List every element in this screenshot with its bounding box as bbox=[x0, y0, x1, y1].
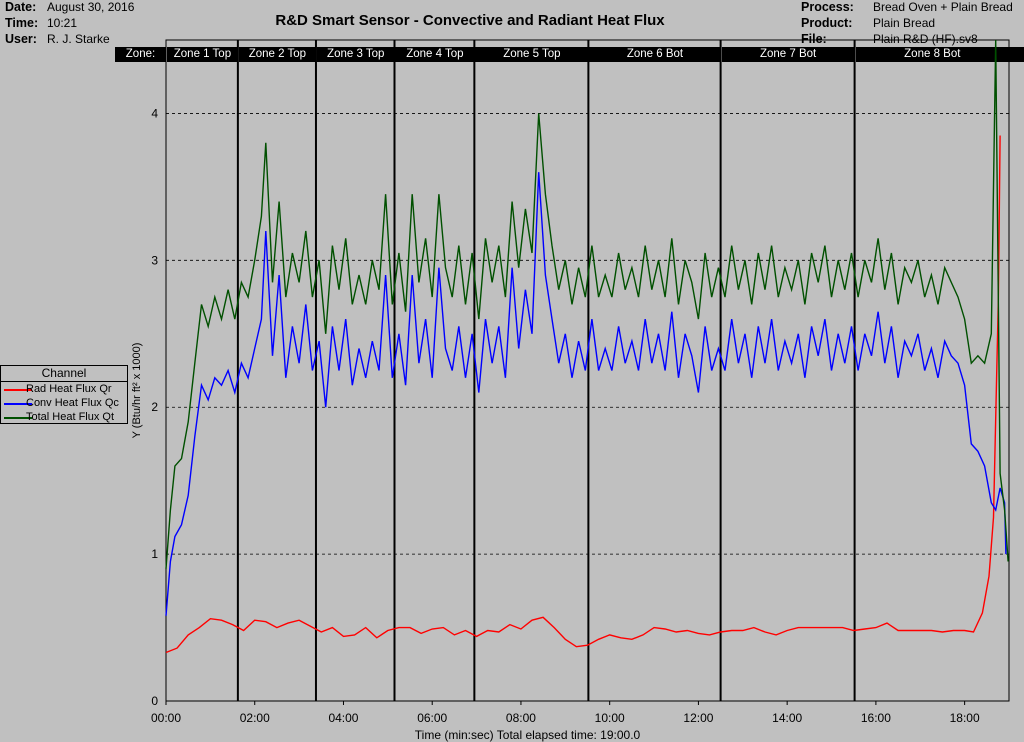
hdr-right-value-1: Plain Bread bbox=[873, 16, 936, 30]
legend: Channel Rad Heat Flux Qr Conv Heat Flux Q… bbox=[0, 365, 128, 424]
legend-item: Rad Heat Flux Qr bbox=[1, 382, 127, 396]
hdr-left-key-2: User: bbox=[5, 32, 37, 46]
x-tick-label: 10:00 bbox=[595, 711, 625, 725]
hdr-left-value-2: R. J. Starke bbox=[47, 32, 110, 46]
y-tick-label: 2 bbox=[151, 400, 158, 414]
hdr-right-key-2: File: bbox=[801, 32, 827, 46]
x-tick-label: 02:00 bbox=[240, 711, 270, 725]
hdr-left-value-1: 10:21 bbox=[47, 16, 78, 30]
hdr-left-key-1: Time: bbox=[5, 16, 39, 30]
x-tick-label: 00:00 bbox=[151, 711, 181, 725]
hdr-right-key-1: Product: bbox=[801, 16, 853, 30]
x-axis-label: Time (min:sec) Total elapsed time: 19:00… bbox=[415, 728, 641, 742]
legend-swatch bbox=[4, 417, 32, 419]
legend-item: Conv Heat Flux Qc bbox=[1, 396, 127, 410]
legend-swatch bbox=[4, 403, 32, 405]
hdr-left-value-0: August 30, 2016 bbox=[47, 0, 135, 14]
x-tick-label: 08:00 bbox=[506, 711, 536, 725]
hdr-left-key-0: Date: bbox=[5, 0, 37, 14]
chart-title: R&D Smart Sensor - Convective and Radian… bbox=[275, 12, 665, 29]
y-axis-label: Y (Btu/hr ft² x 1000) bbox=[131, 343, 143, 439]
y-tick-label: 3 bbox=[151, 253, 158, 267]
legend-label: Total Heat Flux Qt bbox=[26, 411, 115, 423]
legend-swatch bbox=[4, 389, 32, 391]
hdr-right-value-0: Bread Oven + Plain Bread bbox=[873, 0, 1013, 14]
legend-item: Total Heat Flux Qt bbox=[1, 410, 127, 424]
hdr-right-key-0: Process: bbox=[801, 0, 854, 14]
x-tick-label: 14:00 bbox=[772, 711, 802, 725]
x-tick-label: 06:00 bbox=[417, 711, 447, 725]
x-tick-label: 12:00 bbox=[683, 711, 713, 725]
x-tick-label: 16:00 bbox=[861, 711, 891, 725]
series-line-total bbox=[165, 39, 1009, 569]
x-tick-label: 04:00 bbox=[328, 711, 358, 725]
hdr-right-value-2: Plain R&D (HF).sv8 bbox=[873, 32, 978, 46]
legend-label: Conv Heat Flux Qc bbox=[26, 397, 119, 409]
y-tick-label: 0 bbox=[151, 694, 158, 708]
legend-label: Rad Heat Flux Qr bbox=[26, 383, 112, 395]
series-line-rad bbox=[165, 135, 1001, 654]
y-tick-label: 1 bbox=[151, 547, 158, 561]
y-tick-label: 4 bbox=[151, 106, 158, 120]
zone-bar: Zone: Zone 1 Top Zone 2 Top Zone 3 Top Zone … bbox=[115, 47, 1024, 62]
x-tick-label: 18:00 bbox=[950, 711, 980, 725]
legend-title: Channel bbox=[1, 366, 127, 382]
series-line-conv bbox=[165, 172, 1007, 616]
zone-label: Zone: bbox=[125, 48, 156, 60]
